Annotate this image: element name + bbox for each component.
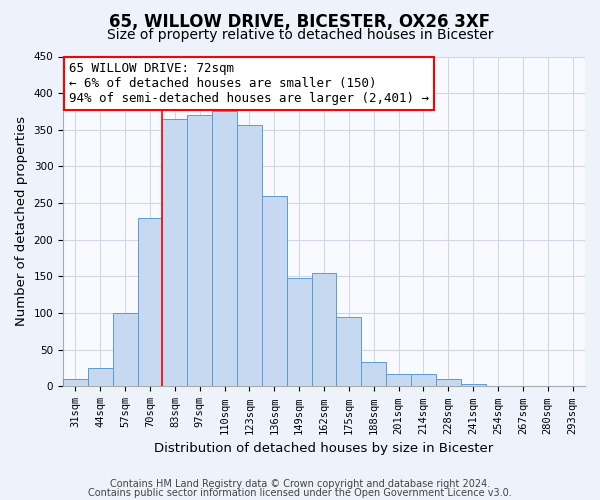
Text: 65 WILLOW DRIVE: 72sqm
← 6% of detached houses are smaller (150)
94% of semi-det: 65 WILLOW DRIVE: 72sqm ← 6% of detached … [68, 62, 428, 105]
Bar [163, 119, 187, 386]
Bar [311, 273, 337, 386]
Text: 65, WILLOW DRIVE, BICESTER, OX26 3XF: 65, WILLOW DRIVE, BICESTER, OX26 3XF [109, 12, 491, 30]
Bar [262, 196, 287, 386]
Bar [88, 368, 113, 386]
Bar [63, 379, 88, 386]
Text: Contains public sector information licensed under the Open Government Licence v3: Contains public sector information licen… [88, 488, 512, 498]
Bar [461, 384, 485, 386]
Bar [212, 112, 237, 386]
Text: Size of property relative to detached houses in Bicester: Size of property relative to detached ho… [107, 28, 493, 42]
Text: Contains HM Land Registry data © Crown copyright and database right 2024.: Contains HM Land Registry data © Crown c… [110, 479, 490, 489]
Bar [113, 313, 137, 386]
X-axis label: Distribution of detached houses by size in Bicester: Distribution of detached houses by size … [154, 442, 494, 455]
Bar [187, 115, 212, 386]
Bar [411, 374, 436, 386]
Bar [137, 218, 163, 386]
Y-axis label: Number of detached properties: Number of detached properties [15, 116, 28, 326]
Bar [237, 124, 262, 386]
Bar [386, 374, 411, 386]
Bar [287, 278, 311, 386]
Bar [337, 317, 361, 386]
Bar [436, 379, 461, 386]
Bar [361, 362, 386, 386]
